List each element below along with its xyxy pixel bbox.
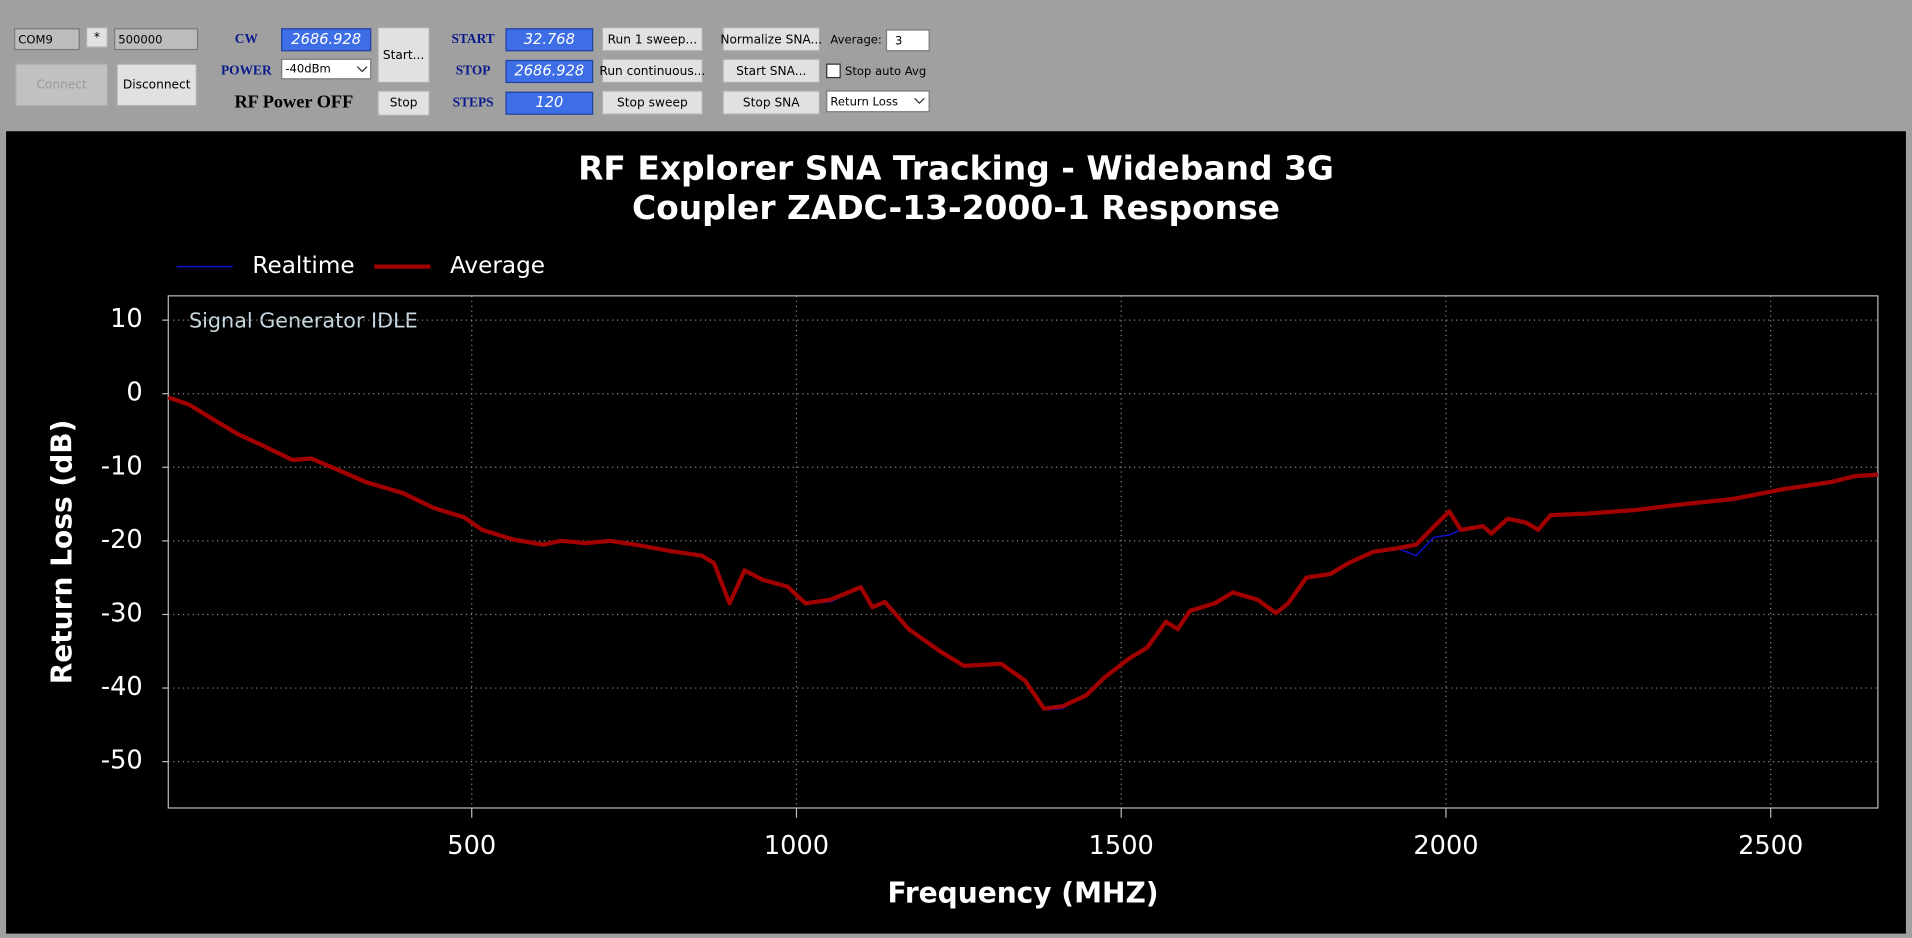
baud-combo[interactable] (114, 28, 199, 51)
disconnect: Disconnect (123, 77, 191, 91)
y-tick-label: -20 (101, 525, 143, 555)
port-combo[interactable] (14, 28, 80, 51)
start-sna: Start SNA... (736, 64, 806, 78)
y-tick-label: -30 (101, 598, 143, 628)
y-tick-label: -10 (101, 451, 143, 481)
power-value: -40dBm (285, 62, 330, 76)
stop-input[interactable] (505, 59, 594, 84)
run1-button[interactable] (601, 26, 703, 52)
checkbox[interactable] (826, 63, 841, 79)
start-label: START (451, 31, 494, 46)
baud: 500000 (118, 32, 162, 46)
x-tick-label: 2500 (1738, 831, 1803, 861)
run-cont-button[interactable] (601, 58, 703, 84)
series-line (167, 395, 1878, 711)
star: * (94, 30, 100, 44)
y-axis-label: Return Loss (dB) (45, 420, 78, 685)
stop-sweep-button[interactable] (601, 90, 703, 115)
run-cont: Run continuous... (599, 64, 705, 78)
stop-sweep: Stop sweep (617, 96, 688, 110)
plot-frame (167, 295, 1879, 809)
stop-value: 2686.928 (514, 62, 584, 79)
start-value: 32.768 (524, 31, 575, 48)
chart-title: RF Explorer SNA Tracking - Wideband 3G (578, 149, 1334, 188)
connect-button[interactable] (15, 63, 108, 107)
power-label: POWER (221, 63, 272, 78)
start-sna-button[interactable] (722, 58, 821, 84)
connect: Connect (36, 77, 87, 91)
start-button[interactable] (377, 26, 430, 84)
x-tick-label: 1500 (1089, 831, 1154, 861)
legend-label: Average (450, 253, 545, 279)
steps-input[interactable] (505, 91, 594, 115)
x-tick-label: 2000 (1413, 831, 1478, 861)
cw-label: CW (235, 31, 259, 46)
power-combo[interactable] (281, 58, 372, 80)
start-input[interactable] (505, 28, 594, 52)
y-tick-label: -40 (101, 672, 143, 702)
steps-label: STEPS (453, 94, 494, 109)
average-spin[interactable] (885, 29, 930, 52)
cw-input[interactable] (281, 28, 372, 52)
stop-auto-avg: Stop auto Avg (845, 64, 926, 78)
steps-value: 120 (535, 94, 563, 111)
y-tick-label: 10 (110, 304, 143, 334)
normalize-button[interactable] (722, 26, 821, 52)
stop-button[interactable] (377, 90, 430, 116)
y-tick-label: 0 (126, 378, 142, 408)
stop-label: STOP (456, 63, 491, 78)
dropdown-arrow (914, 97, 925, 105)
start-btn: Start... (383, 48, 424, 62)
disconnect-button[interactable] (116, 63, 197, 107)
port: COM9 (18, 32, 53, 46)
stop-sna-button[interactable] (722, 90, 821, 115)
average-label: Average: (830, 32, 881, 46)
stop-sna: Stop SNA (743, 96, 800, 110)
normalize: Normalize SNA... (720, 32, 822, 46)
chart-subtitle: Coupler ZADC-13-2000-1 Response (632, 188, 1280, 227)
cw-value: 2686.928 (291, 31, 361, 48)
stop-btn: Stop (390, 96, 418, 110)
rf-status: RF Power OFF (234, 91, 353, 111)
x-tick-label: 1000 (764, 831, 829, 861)
average-value: 3 (895, 33, 902, 47)
mode: Return Loss (830, 94, 898, 108)
y-tick-label: -50 (101, 746, 143, 776)
dropdown-arrow (356, 66, 368, 73)
mode-combo[interactable] (826, 90, 930, 113)
run1: Run 1 sweep... (608, 32, 698, 46)
x-axis-label: Frequency (MHZ) (887, 877, 1158, 910)
star-button[interactable] (85, 26, 108, 48)
chart-panel (6, 131, 1906, 934)
legend-label: Realtime (252, 253, 354, 279)
x-tick-label: 500 (447, 831, 496, 861)
